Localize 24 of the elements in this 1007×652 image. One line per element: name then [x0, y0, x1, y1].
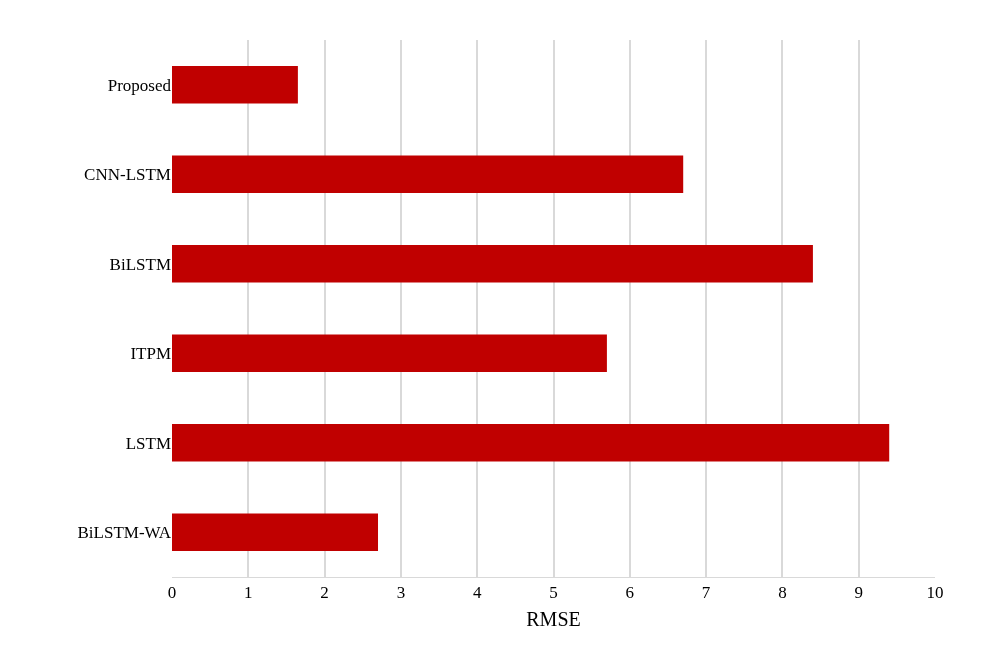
bar [172, 244, 813, 283]
bar [172, 334, 607, 373]
y-tick-label: LSTM [125, 433, 171, 453]
x-tick-label: 1 [244, 583, 253, 603]
x-axis-title: RMSE [526, 607, 581, 630]
x-tick-label: 9 [854, 583, 863, 603]
bar [172, 155, 684, 194]
y-tick-label: BiLSTM-WA [77, 523, 172, 543]
y-tick-label: CNN-LSTM [84, 165, 171, 185]
x-tick-label: 10 [926, 583, 944, 603]
bar [172, 513, 379, 552]
y-tick-label: BiLSTM [109, 254, 171, 274]
x-tick-label: 0 [167, 583, 177, 603]
x-tick-label: 4 [472, 583, 482, 603]
x-tick-label: 5 [549, 583, 558, 603]
x-tick-label: 6 [625, 583, 635, 603]
x-tick-label: 8 [778, 583, 787, 603]
bar [172, 423, 890, 462]
x-tick-label: 2 [320, 583, 329, 603]
x-tick-label: 7 [701, 583, 711, 603]
x-tick-label: 3 [396, 583, 406, 603]
y-tick-label: ITPM [130, 344, 171, 364]
bar [172, 65, 298, 104]
y-tick-label: Proposed [107, 75, 172, 95]
